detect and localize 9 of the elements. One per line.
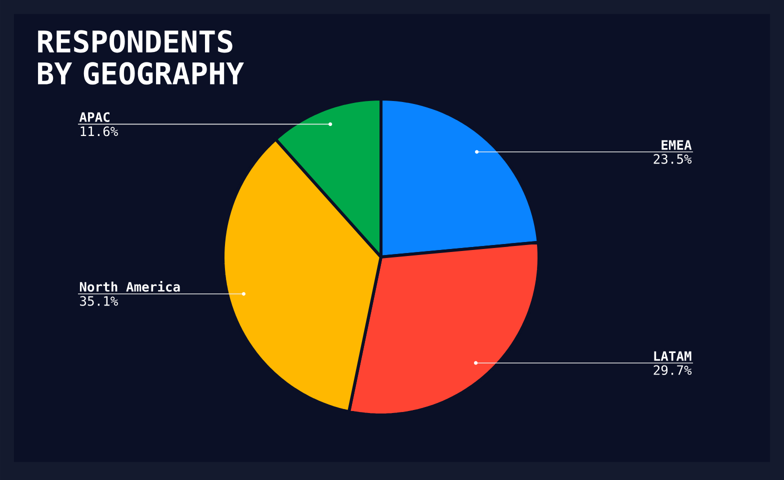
slice-label: APAC [79,112,110,122]
data-label: 11.6% [80,126,118,136]
slice-label: EMEA [662,140,692,150]
data-label: 35.1% [80,296,118,306]
chart-title: RESPONDENTS BY GEOGRAPHY [38,30,244,85]
data-label: 23.5% [654,154,692,164]
slice-label: North America [80,280,180,292]
slice-label: LATAM [654,351,692,361]
data-label: 29.7% [654,365,692,375]
